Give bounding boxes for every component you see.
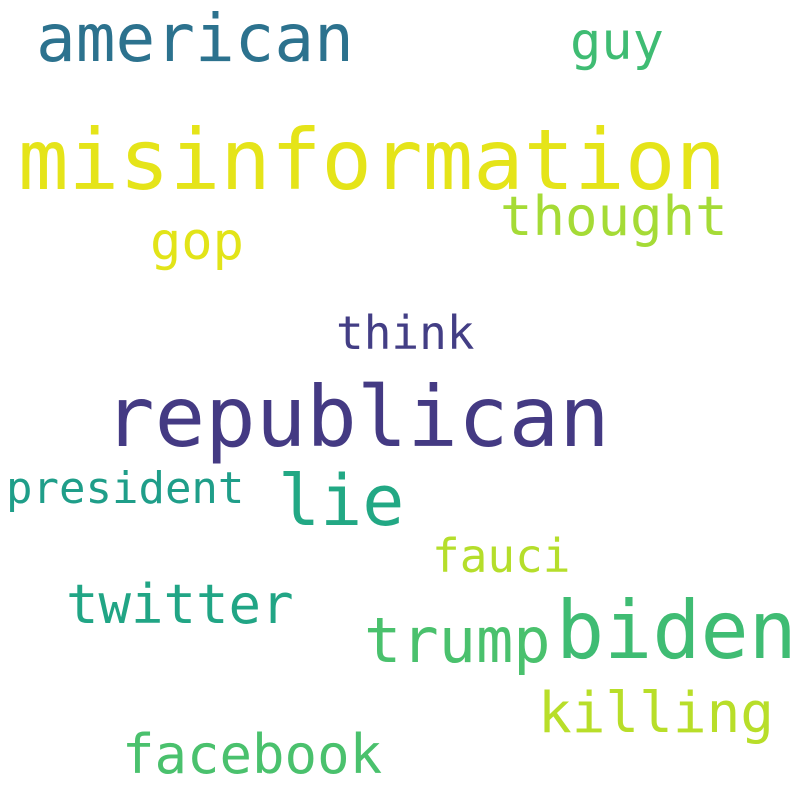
word-president: president [6, 463, 245, 514]
word-fauci: fauci [432, 529, 571, 583]
word-thought: thought [500, 185, 728, 248]
word-trump: trump [364, 604, 551, 677]
word-facebook: facebook [122, 723, 383, 786]
word-killing: killing [538, 681, 775, 746]
word-guy: guy [570, 12, 664, 72]
word-think: think [336, 306, 475, 360]
word-gop: gop [150, 212, 244, 272]
word-twitter: twitter [66, 573, 294, 636]
word-misinformation: misinformation [18, 111, 727, 209]
word-biden: biden [556, 584, 797, 677]
word-american: american [36, 0, 354, 77]
word-republican: republican [104, 368, 610, 466]
word-lie: lie [278, 460, 405, 542]
